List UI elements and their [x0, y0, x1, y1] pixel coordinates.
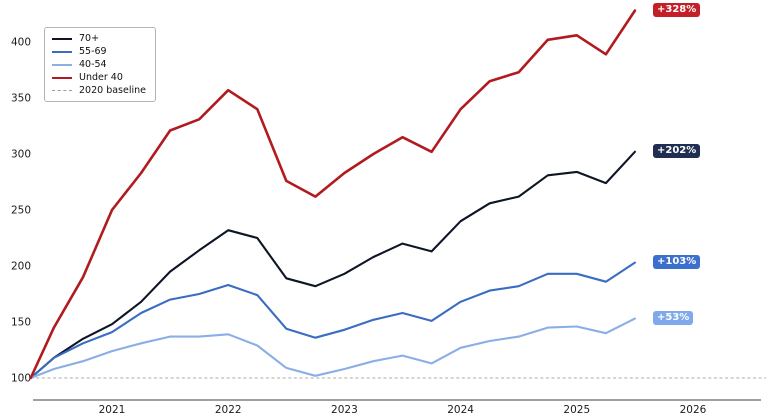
legend-line-swatch-40-54	[52, 63, 72, 66]
legend-label-40-54: 40-54	[79, 59, 107, 70]
legend-item-55-69: 55-69	[52, 46, 146, 57]
legend-label-70: 70+	[79, 33, 100, 44]
y-tick-label-150: 150	[11, 317, 31, 329]
legend-line-swatch-under-40	[52, 76, 72, 79]
y-tick-label-350: 350	[11, 93, 31, 105]
legend: 70+ 55-69 40-54 Under 40 2020 baseline	[44, 27, 156, 102]
y-tick-label-300: 300	[11, 149, 31, 161]
end-label-40-54: +53%	[653, 311, 694, 326]
series-line-55-69	[29, 261, 636, 380]
end-label-70: +202%	[653, 144, 701, 159]
y-tick-label-400: 400	[11, 37, 31, 49]
series-line-under-40	[29, 9, 637, 380]
y-tick-label-100: 100	[11, 373, 31, 385]
legend-item-under-40: Under 40	[52, 72, 146, 83]
x-tick-label-2025: 2025	[563, 404, 590, 416]
legend-item-40-54: 40-54	[52, 59, 146, 70]
x-tick-label-2026: 2026	[680, 404, 707, 416]
end-label-under-40: +328%	[653, 3, 701, 18]
legend-line-swatch-55-69	[52, 50, 72, 53]
legend-label-2020-baseline: 2020 baseline	[79, 85, 146, 96]
x-tick-label-2021: 2021	[99, 404, 126, 416]
legend-label-under-40: Under 40	[79, 72, 123, 83]
y-tick-label-250: 250	[11, 205, 31, 217]
x-tick-label-2022: 2022	[215, 404, 242, 416]
legend-item-70: 70+	[52, 33, 146, 44]
y-tick-label-200: 200	[11, 261, 31, 273]
legend-line-swatch-70	[52, 37, 72, 40]
series-line-40-54	[29, 317, 636, 380]
end-label-55-69: +103%	[653, 255, 701, 270]
legend-dashed-swatch-2020-baseline	[52, 90, 72, 91]
series-line-70	[29, 150, 636, 380]
legend-item-2020-baseline: 2020 baseline	[52, 85, 146, 96]
legend-label-55-69: 55-69	[79, 46, 107, 57]
x-tick-label-2023: 2023	[331, 404, 358, 416]
x-tick-label-2024: 2024	[447, 404, 474, 416]
